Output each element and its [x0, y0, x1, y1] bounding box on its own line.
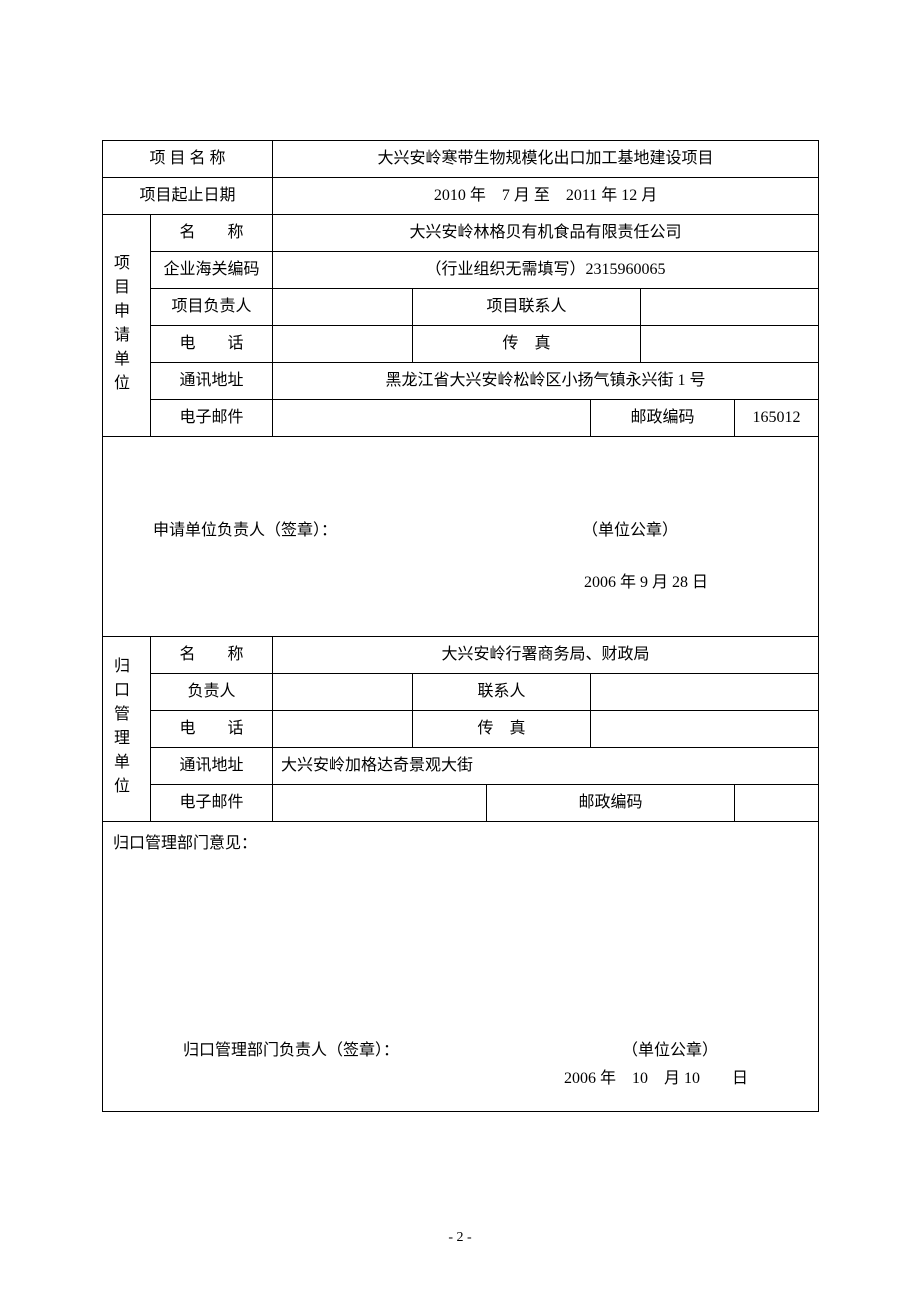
applicant-leader-label: 项目负责人	[151, 289, 273, 326]
applicant-address-value: 黑龙江省大兴安岭松岭区小扬气镇永兴街 1 号	[273, 363, 819, 400]
applicant-customs-label: 企业海关编码	[151, 252, 273, 289]
authority-contact-value	[591, 674, 819, 711]
row-applicant-customs: 企业海关编码 （行业组织无需填写）2315960065	[103, 252, 819, 289]
applicant-fax-label: 传 真	[413, 326, 641, 363]
applicant-signature-block: 申请单位负责人（签章）： （单位公章） 2006 年 9 月 28 日	[103, 437, 819, 637]
authority-postcode-value	[735, 785, 819, 822]
opinion-seal-label: （单位公章）	[622, 1039, 718, 1063]
applicant-customs-value: （行业组织无需填写）2315960065	[273, 252, 819, 289]
authority-section-label: 归口管理单位	[103, 637, 151, 822]
authority-leader-value	[273, 674, 413, 711]
row-signature-applicant: 申请单位负责人（签章）： （单位公章） 2006 年 9 月 28 日	[103, 437, 819, 637]
form-page: 项 目 名 称 大兴安岭寒带生物规模化出口加工基地建设项目 项目起止日期 201…	[0, 0, 920, 1172]
applicant-phone-value	[273, 326, 413, 363]
project-name-value: 大兴安岭寒带生物规模化出口加工基地建设项目	[273, 141, 819, 178]
row-opinion: 归口管理部门意见： 归口管理部门负责人（签章）： （单位公章） 2006 年 1…	[103, 822, 819, 1112]
opinion-block: 归口管理部门意见： 归口管理部门负责人（签章）： （单位公章） 2006 年 1…	[103, 822, 819, 1112]
row-project-name: 项 目 名 称 大兴安岭寒带生物规模化出口加工基地建设项目	[103, 141, 819, 178]
opinion-signer-label: 归口管理部门负责人（签章）：	[183, 1039, 622, 1063]
applicant-sign-date: 2006 年 9 月 28 日	[153, 571, 788, 595]
applicant-fax-value	[641, 326, 819, 363]
authority-address-value: 大兴安岭加格达奇景观大街	[273, 748, 819, 785]
row-applicant-email: 电子邮件 邮政编码 165012	[103, 400, 819, 437]
applicant-phone-label: 电 话	[151, 326, 273, 363]
applicant-leader-value	[273, 289, 413, 326]
project-period-value: 2010 年 7 月 至 2011 年 12 月	[273, 178, 819, 215]
row-applicant-name: 项目申请单位 名 称 大兴安岭林格贝有机食品有限责任公司	[103, 215, 819, 252]
authority-phone-value	[273, 711, 413, 748]
project-period-label: 项目起止日期	[103, 178, 273, 215]
authority-fax-label: 传 真	[413, 711, 591, 748]
authority-email-value	[273, 785, 487, 822]
applicant-signer-label: 申请单位负责人（签章）：	[153, 519, 337, 543]
row-authority-phone: 电 话 传 真	[103, 711, 819, 748]
applicant-email-label: 电子邮件	[151, 400, 273, 437]
row-authority-leader: 负责人 联系人	[103, 674, 819, 711]
applicant-name-label: 名 称	[151, 215, 273, 252]
row-project-period: 项目起止日期 2010 年 7 月 至 2011 年 12 月	[103, 178, 819, 215]
authority-fax-value	[591, 711, 819, 748]
applicant-address-label: 通讯地址	[151, 363, 273, 400]
authority-postcode-label: 邮政编码	[487, 785, 735, 822]
applicant-contact-value	[641, 289, 819, 326]
authority-name-label: 名 称	[151, 637, 273, 674]
authority-phone-label: 电 话	[151, 711, 273, 748]
applicant-postcode-label: 邮政编码	[591, 400, 735, 437]
opinion-date: 2006 年 10 月 10 日	[103, 1067, 818, 1091]
authority-contact-label: 联系人	[413, 674, 591, 711]
opinion-label: 归口管理部门意见：	[113, 832, 257, 856]
project-name-label: 项 目 名 称	[103, 141, 273, 178]
row-applicant-address: 通讯地址 黑龙江省大兴安岭松岭区小扬气镇永兴街 1 号	[103, 363, 819, 400]
authority-email-label: 电子邮件	[151, 785, 273, 822]
authority-leader-label: 负责人	[151, 674, 273, 711]
applicant-name-value: 大兴安岭林格贝有机食品有限责任公司	[273, 215, 819, 252]
applicant-postcode-value: 165012	[735, 400, 819, 437]
row-authority-email: 电子邮件 邮政编码	[103, 785, 819, 822]
authority-name-value: 大兴安岭行署商务局、财政局	[273, 637, 819, 674]
row-applicant-leader: 项目负责人 项目联系人	[103, 289, 819, 326]
applicant-email-value	[273, 400, 591, 437]
applicant-seal-label: （单位公章）	[582, 519, 678, 543]
page-number: - 2 -	[0, 1230, 920, 1246]
applicant-section-label: 项目申请单位	[103, 215, 151, 437]
authority-address-label: 通讯地址	[151, 748, 273, 785]
application-form-table: 项 目 名 称 大兴安岭寒带生物规模化出口加工基地建设项目 项目起止日期 201…	[102, 140, 819, 1112]
applicant-contact-label: 项目联系人	[413, 289, 641, 326]
row-applicant-phone: 电 话 传 真	[103, 326, 819, 363]
row-authority-name: 归口管理单位 名 称 大兴安岭行署商务局、财政局	[103, 637, 819, 674]
row-authority-address: 通讯地址 大兴安岭加格达奇景观大街	[103, 748, 819, 785]
